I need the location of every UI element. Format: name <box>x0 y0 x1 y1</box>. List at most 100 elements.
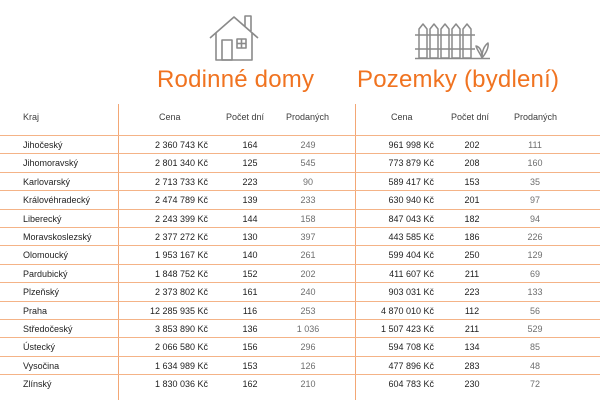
cell-pozemky-prodanych: 69 <box>529 268 540 279</box>
cell-pozemky-prodanych: 133 <box>527 287 543 298</box>
cell-kraj: Moravskoslezský <box>23 231 92 242</box>
header-domy-prodanych: Prodaných <box>286 112 330 122</box>
cell-kraj: Karlovarský <box>23 176 71 187</box>
table-row: Vysočina 1 634 989 Kč 153 126 477 896 Kč 283 4… <box>0 355 600 374</box>
table-row: Karlovarský 2 713 733 Kč 223 90 589 417 Kč 15… <box>0 171 600 190</box>
table-row: Pardubický 1 848 752 Kč 152 202 411 607 Kč 21… <box>0 263 600 282</box>
cell-pozemky-prodanych: 129 <box>527 250 543 261</box>
table-row: Ústecký 2 066 580 Kč 156 296 594 708 Kč 134 85 <box>0 337 600 355</box>
cell-pozemky-pocet-dni: 134 <box>464 342 480 353</box>
cell-domy-pocet-dni: 161 <box>242 287 258 298</box>
cell-pozemky-cena: 477 896 Kč <box>388 360 434 371</box>
cell-pozemky-pocet-dni: 230 <box>464 379 480 390</box>
cell-domy-prodanych: 545 <box>300 158 316 169</box>
header-domy-pocet-dni: Počet dní <box>226 112 265 122</box>
cell-domy-prodanych: 233 <box>300 195 316 206</box>
cell-pozemky-pocet-dni: 202 <box>464 140 480 150</box>
cell-domy-prodanych: 249 <box>300 140 316 150</box>
cell-domy-cena: 1 848 752 Kč <box>154 268 208 279</box>
cell-pozemky-cena: 4 870 010 Kč <box>380 305 434 316</box>
cell-pozemky-prodanych: 56 <box>529 305 540 316</box>
cell-pozemky-pocet-dni: 211 <box>464 323 480 334</box>
cell-domy-cena: 12 285 935 Kč <box>149 305 208 316</box>
cell-domy-cena: 2 713 733 Kč <box>154 176 208 187</box>
cell-pozemky-pocet-dni: 201 <box>464 195 480 206</box>
cell-domy-pocet-dni: 223 <box>242 176 258 187</box>
cell-domy-prodanych: 253 <box>300 305 316 316</box>
cell-kraj: Středočeský <box>23 323 73 334</box>
section-title-pozemky: Pozemky (bydlení) <box>357 66 560 93</box>
table-row: Středočeský 3 853 890 Kč 136 1 036 1 507 423… <box>0 318 600 337</box>
cell-domy-prodanych: 296 <box>300 342 316 353</box>
cell-kraj: Jihočeský <box>23 140 63 150</box>
table-row: Liberecký 2 243 399 Kč 144 158 847 043 Kč 182… <box>0 208 600 227</box>
cell-pozemky-pocet-dni: 250 <box>464 250 480 261</box>
cell-pozemky-prodanych: 94 <box>529 213 540 224</box>
cell-domy-cena: 2 377 272 Kč <box>154 231 208 242</box>
cell-pozemky-prodanych: 72 <box>529 379 540 390</box>
header-domy-cena: Cena <box>159 112 181 122</box>
cell-pozemky-cena: 847 043 Kč <box>388 213 434 224</box>
cell-pozemky-prodanych: 160 <box>527 158 543 169</box>
cell-pozemky-pocet-dni: 208 <box>464 158 480 169</box>
table-row: Plzeňský 2 373 802 Kč 161 240 903 031 Kč 223 1… <box>0 282 600 300</box>
cell-pozemky-prodanych: 226 <box>527 231 543 242</box>
cell-domy-prodanych: 240 <box>300 287 316 298</box>
cell-domy-pocet-dni: 162 <box>242 379 258 390</box>
cell-pozemky-cena: 604 783 Kč <box>388 379 434 390</box>
cell-domy-prodanych: 158 <box>300 213 316 224</box>
fence-icon <box>415 23 490 60</box>
cell-domy-pocet-dni: 139 <box>242 195 258 206</box>
cell-domy-cena: 2 373 802 Kč <box>154 287 208 298</box>
table-row: Praha 12 285 935 Kč 116 253 4 870 010 Kč 112 5… <box>0 300 600 319</box>
cell-domy-pocet-dni: 144 <box>242 213 258 224</box>
header-pozemky-pocet-dni: Počet dní <box>451 112 490 122</box>
table-row: Jihočeský 2 360 743 Kč 164 249 961 998 Kč 202… <box>0 135 600 153</box>
cell-kraj: Jihomoravský <box>23 158 79 169</box>
column-divider <box>355 104 356 400</box>
table-row: Olomoucký 1 953 167 Kč 140 261 599 404 Kč 250… <box>0 245 600 263</box>
cell-kraj: Královéhradecký <box>23 195 91 206</box>
cell-pozemky-prodanych: 48 <box>529 360 540 371</box>
cell-kraj: Praha <box>23 305 48 316</box>
cell-kraj: Liberecký <box>23 213 62 224</box>
cell-kraj: Pardubický <box>23 268 68 279</box>
cell-pozemky-pocet-dni: 223 <box>464 287 480 298</box>
cell-kraj: Plzeňský <box>23 287 60 298</box>
house-icon <box>209 15 259 61</box>
cell-domy-cena: 1 830 036 Kč <box>154 379 208 390</box>
cell-pozemky-cena: 1 507 423 Kč <box>380 323 434 334</box>
cell-domy-pocet-dni: 136 <box>242 323 258 334</box>
cell-kraj: Ústecký <box>23 342 56 353</box>
cell-pozemky-pocet-dni: 283 <box>464 360 480 371</box>
region-table: Jihočeský 2 360 743 Kč 164 249 961 998 Kč 202… <box>0 135 600 392</box>
cell-domy-cena: 3 853 890 Kč <box>154 323 208 334</box>
cell-domy-prodanych: 90 <box>302 176 313 187</box>
cell-domy-cena: 2 243 399 Kč <box>154 213 208 224</box>
cell-domy-prodanych: 210 <box>300 379 316 390</box>
cell-pozemky-cena: 773 879 Kč <box>388 158 434 169</box>
cell-domy-pocet-dni: 125 <box>242 158 258 169</box>
section-title-rodinne-domy: Rodinné domy <box>157 66 315 93</box>
cell-domy-cena: 1 634 989 Kč <box>154 360 208 371</box>
table-row: Královéhradecký 2 474 789 Kč 139 233 630 940… <box>0 190 600 208</box>
table-row: Zlínský 1 830 036 Kč 162 210 604 783 Kč 230 72 <box>0 374 600 392</box>
cell-pozemky-prodanych: 35 <box>529 176 540 187</box>
cell-pozemky-cena: 903 031 Kč <box>388 287 434 298</box>
cell-pozemky-cena: 443 585 Kč <box>388 231 434 242</box>
cell-kraj: Vysočina <box>23 360 60 371</box>
cell-domy-pocet-dni: 140 <box>242 250 258 261</box>
cell-domy-pocet-dni: 164 <box>242 140 258 150</box>
cell-pozemky-prodanych: 529 <box>527 323 543 334</box>
cell-domy-prodanych: 1 036 <box>296 323 320 334</box>
cell-pozemky-cena: 411 607 Kč <box>389 268 434 279</box>
cell-domy-pocet-dni: 152 <box>242 268 258 279</box>
cell-pozemky-prodanych: 85 <box>529 342 540 353</box>
cell-pozemky-pocet-dni: 211 <box>464 268 480 279</box>
cell-pozemky-cena: 594 708 Kč <box>388 342 434 353</box>
cell-kraj: Zlínský <box>23 379 52 390</box>
cell-pozemky-pocet-dni: 182 <box>464 213 480 224</box>
cell-pozemky-cena: 630 940 Kč <box>388 195 434 206</box>
header-kraj: Kraj <box>23 112 40 122</box>
header-pozemky-prodanych: Prodaných <box>514 112 558 122</box>
